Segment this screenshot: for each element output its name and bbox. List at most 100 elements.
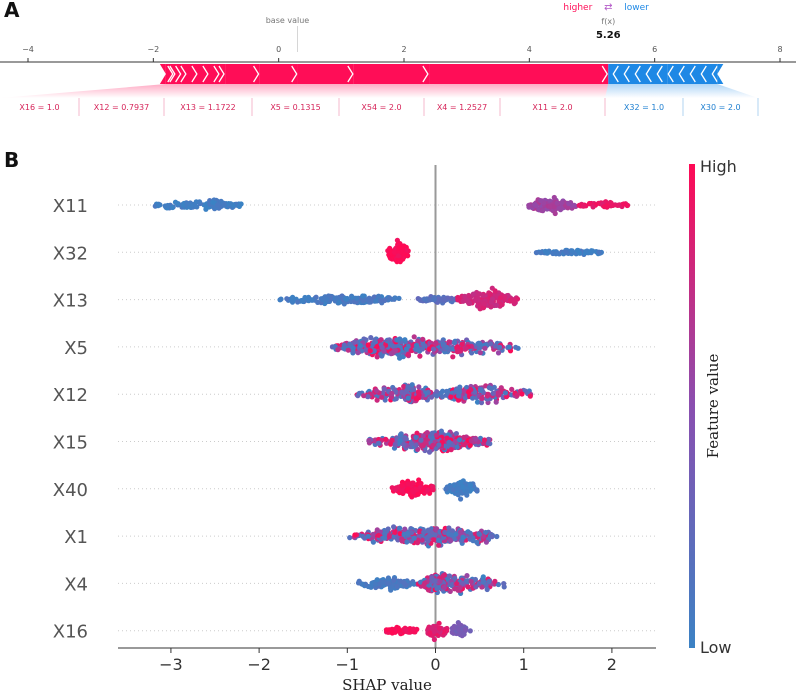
force-chevron bbox=[175, 65, 182, 83]
shap-point bbox=[336, 299, 342, 306]
positive-force-connector bbox=[0, 84, 182, 98]
shap-point bbox=[495, 581, 501, 588]
shap-point bbox=[571, 202, 577, 208]
force-bar-left-cap bbox=[159, 64, 166, 84]
force-chevron bbox=[422, 65, 429, 83]
colorbar-low-label: Low bbox=[700, 638, 732, 657]
shap-point bbox=[394, 583, 400, 590]
shap-point bbox=[402, 526, 408, 532]
shap-point bbox=[466, 389, 472, 395]
feature-label: X4 bbox=[64, 574, 88, 595]
shap-point bbox=[410, 626, 416, 632]
shap-point bbox=[379, 353, 385, 359]
shap-point bbox=[464, 573, 470, 579]
shap-point bbox=[378, 337, 384, 343]
shap-point bbox=[502, 294, 508, 300]
shap-point bbox=[380, 390, 386, 396]
panel-label-b: B bbox=[4, 148, 20, 172]
shap-point bbox=[391, 577, 397, 584]
shap-point bbox=[454, 486, 460, 492]
positive-force-segment bbox=[181, 64, 226, 84]
shap-point bbox=[426, 449, 433, 455]
shap-point bbox=[544, 250, 550, 256]
shap-point bbox=[463, 345, 469, 352]
shap-point bbox=[221, 201, 227, 207]
positive-feature-label: X54 = 2.0 bbox=[361, 103, 401, 112]
shap-point bbox=[436, 542, 442, 548]
shap-point bbox=[503, 394, 510, 400]
shap-point bbox=[435, 537, 441, 543]
shap-point bbox=[399, 487, 405, 493]
x-axis-title: SHAP value bbox=[342, 676, 432, 694]
shap-point bbox=[510, 298, 516, 304]
shap-point bbox=[350, 345, 356, 351]
shap-point bbox=[487, 291, 493, 297]
shap-point bbox=[449, 528, 455, 534]
shap-point bbox=[448, 394, 454, 400]
shap-point bbox=[413, 442, 419, 448]
shap-point bbox=[392, 347, 398, 354]
x-axis-tick-label: 2 bbox=[607, 655, 617, 674]
shap-point bbox=[351, 339, 357, 345]
shap-point bbox=[590, 248, 596, 254]
shap-point bbox=[341, 301, 347, 307]
shap-point bbox=[335, 347, 341, 353]
force-plot: −4 −2 0 2 4 6 8 base value f(x) 5.26 higher ⇄ lower X… bbox=[0, 2, 796, 116]
force-chevron bbox=[689, 65, 696, 83]
shap-point bbox=[399, 538, 405, 544]
force-chevron bbox=[253, 65, 260, 83]
shap-point bbox=[565, 205, 571, 211]
shap-point bbox=[420, 583, 427, 589]
shap-point bbox=[444, 435, 450, 441]
shap-point bbox=[481, 437, 488, 443]
shap-point bbox=[403, 627, 409, 633]
shap-point bbox=[484, 393, 490, 399]
shap-point bbox=[391, 524, 397, 530]
shap-point bbox=[368, 335, 374, 341]
shap-point bbox=[388, 441, 394, 447]
shap-point bbox=[477, 345, 483, 351]
shap-point bbox=[488, 304, 494, 310]
shap-point bbox=[452, 575, 458, 582]
shap-point bbox=[432, 532, 438, 538]
shap-point bbox=[556, 205, 563, 211]
shap-point bbox=[365, 533, 371, 539]
shap-point bbox=[467, 482, 474, 488]
force-chevron bbox=[656, 65, 663, 83]
shap-point bbox=[469, 350, 475, 356]
shap-point bbox=[480, 579, 486, 585]
shap-point bbox=[383, 436, 389, 442]
shap-point bbox=[466, 292, 472, 299]
shap-point bbox=[421, 486, 427, 492]
shap-point bbox=[434, 432, 440, 438]
shap-point bbox=[421, 296, 428, 302]
shap-point bbox=[492, 288, 498, 294]
shap-point bbox=[440, 573, 447, 579]
shap-point bbox=[461, 388, 467, 394]
panel-label-a: A bbox=[4, 0, 20, 22]
shap-point bbox=[443, 486, 449, 492]
feature-label: X1 bbox=[64, 527, 88, 548]
shap-point bbox=[488, 341, 494, 347]
shap-point bbox=[456, 437, 463, 443]
shap-point bbox=[184, 201, 190, 207]
x-axis-tick-label: −1 bbox=[336, 655, 360, 674]
shap-point bbox=[228, 201, 234, 207]
shap-point bbox=[413, 487, 419, 493]
shap-point bbox=[590, 204, 596, 210]
shap-point bbox=[363, 347, 369, 353]
shap-point bbox=[196, 199, 203, 205]
shap-point bbox=[420, 336, 426, 342]
shap-point bbox=[334, 295, 340, 301]
positive-feature-label: X11 = 2.0 bbox=[532, 103, 572, 112]
shap-point bbox=[475, 341, 481, 347]
shap-point bbox=[576, 250, 583, 256]
shap-point bbox=[431, 297, 437, 303]
shap-point bbox=[445, 389, 451, 395]
shap-point bbox=[472, 576, 478, 583]
shap-point bbox=[449, 295, 455, 301]
shap-point bbox=[434, 393, 440, 399]
shap-point bbox=[468, 486, 475, 492]
shap-point bbox=[470, 538, 476, 544]
